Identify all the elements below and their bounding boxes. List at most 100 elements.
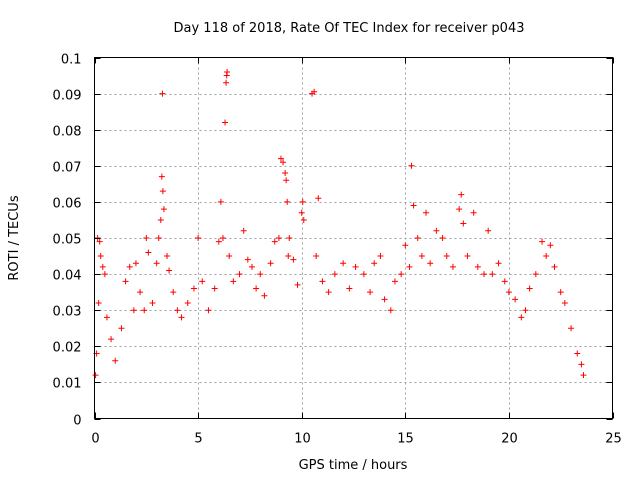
data-point [294,281,301,288]
data-point [371,260,378,267]
data-point [126,263,133,270]
y-tick-label: 0.01 [53,377,82,392]
chart-title: Day 118 of 2018, Rate Of TEC Index for r… [174,21,525,36]
data-point [159,90,166,97]
data-point [290,256,297,263]
data-point [158,173,165,180]
data-point [331,271,338,278]
data-point [159,188,166,195]
data-point [464,253,471,260]
data-point [518,314,525,321]
data-point [153,260,160,267]
data-point [346,285,353,292]
data-point [190,285,197,292]
data-point [284,198,291,205]
data-point [184,299,191,306]
data-point [112,357,119,364]
data-point [547,242,554,249]
data-point [325,289,332,296]
data-point [300,216,307,223]
data-point [149,299,156,306]
data-point [211,285,218,292]
data-point [103,314,110,321]
data-point [267,260,274,267]
data-point [315,195,322,202]
data-point [557,289,564,296]
data-point [170,289,177,296]
data-point [398,271,405,278]
y-tick-label: 0.03 [53,305,82,320]
data-point [222,119,229,126]
data-point [501,278,508,285]
y-tick-label: 0.02 [53,341,82,356]
data-point [418,253,425,260]
data-point [427,260,434,267]
data-point [101,271,108,278]
data-point [532,271,539,278]
data-point [352,263,359,270]
x-tick-label: 15 [397,432,414,447]
data-point [118,325,125,332]
y-tick-label: 0.05 [53,233,82,248]
data-point [311,88,318,95]
data-point [108,336,115,343]
data-point [145,249,152,256]
data-point [408,162,415,169]
y-tick-label: 0.04 [53,269,82,284]
data-point [178,314,185,321]
data-point [122,278,129,285]
data-point [280,159,287,166]
data-point [423,209,430,216]
data-point [489,271,496,278]
data-point [236,271,243,278]
y-tick-label: 0.07 [53,161,82,176]
data-point [319,278,326,285]
data-point [495,260,502,267]
data-point [99,263,106,270]
data-point [174,307,181,314]
data-point [377,253,384,260]
data-point [205,307,212,314]
data-point [223,79,230,86]
data-point [96,238,103,245]
data-point [470,209,477,216]
y-tick-label: 0.08 [53,125,82,140]
data-point [485,227,492,234]
data-points [92,68,587,379]
data-point [449,263,456,270]
y-tick-label: 0 [73,414,81,429]
data-point [360,271,367,278]
data-point [574,350,581,357]
data-point [539,238,546,245]
data-point [578,361,585,368]
data-point [505,289,512,296]
data-point [160,206,167,213]
data-point [92,372,99,379]
data-point [257,271,264,278]
data-point [248,263,255,270]
data-point [195,235,202,241]
data-point [277,155,284,162]
data-point [226,253,233,260]
grid [94,57,613,419]
data-point [410,202,417,209]
data-point [387,307,394,314]
data-point [551,263,558,270]
data-point [132,260,139,267]
data-point [381,296,388,303]
data-point [474,263,481,270]
data-point [298,209,305,216]
data-point [299,198,306,205]
x-axis-label: GPS time / hours [299,458,408,473]
data-point [164,253,171,260]
axis-ticks: 0 0.01 0.02 0.03 0.04 0.05 0.06 0.07 0.08 0.09 0.1… [53,53,622,447]
data-point [253,285,260,292]
x-tick-label: 25 [605,432,622,447]
data-point [481,271,488,278]
data-point [443,253,450,260]
data-point [402,242,409,249]
data-point [568,325,575,332]
data-point [240,227,247,234]
y-tick-label: 0.09 [53,89,82,104]
